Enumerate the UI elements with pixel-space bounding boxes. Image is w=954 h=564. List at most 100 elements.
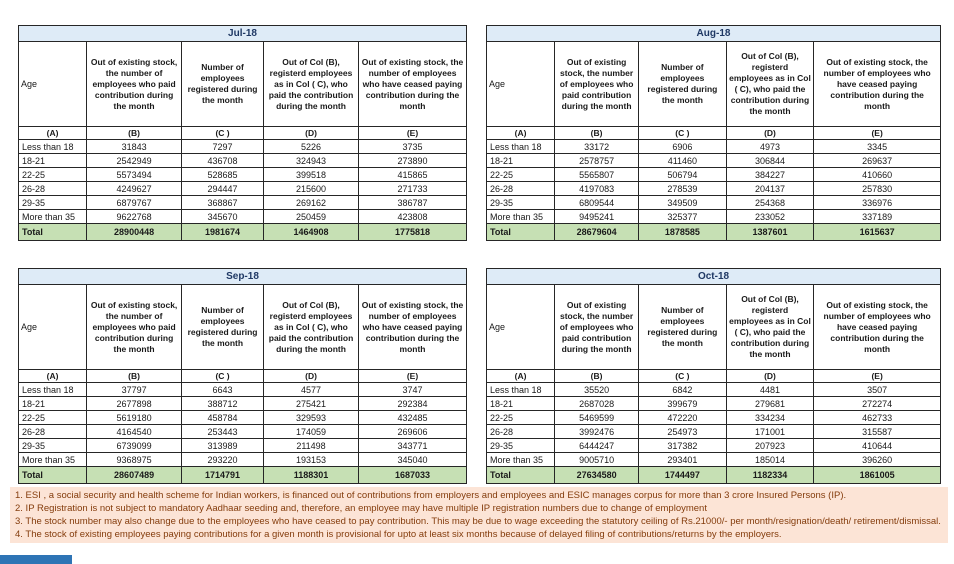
age-cell: Less than 18 xyxy=(485,382,556,397)
column-header-col-d: Out of Col (B), registerd employees as i… xyxy=(725,284,815,370)
bottom-blue-bar xyxy=(0,555,72,564)
value-cell: 292384 xyxy=(358,396,467,411)
column-header-col-e: Out of existing stock, the number of emp… xyxy=(813,41,941,127)
letter-header: (E) xyxy=(358,369,467,383)
age-cell: 26-28 xyxy=(17,181,88,196)
month-table-aug-18: Aug-18 Age Out of existing stock, the num… xyxy=(485,25,941,241)
table-row: 18-21 2687028 399679 279681 272274 xyxy=(485,396,941,411)
value-cell: 2687028 xyxy=(554,396,640,411)
value-cell: 3507 xyxy=(813,382,941,397)
value-cell: 37797 xyxy=(86,382,183,397)
value-cell: 31843 xyxy=(86,139,183,154)
value-cell: 528685 xyxy=(181,167,265,182)
table-row: 29-35 6739099 313989 211498 343771 xyxy=(17,438,467,453)
value-cell: 336976 xyxy=(813,195,941,210)
value-cell: 6906 xyxy=(638,139,727,154)
value-cell: 315587 xyxy=(813,424,941,439)
value-cell: 185014 xyxy=(725,452,815,467)
value-cell: 506794 xyxy=(638,167,727,182)
age-cell: 18-21 xyxy=(485,396,556,411)
footnote: 4. The stock of existing employees payin… xyxy=(15,529,782,540)
table-row: 18-21 2578757 411460 306844 269637 xyxy=(485,153,941,168)
value-cell: 293220 xyxy=(181,452,265,467)
value-cell: 272274 xyxy=(813,396,941,411)
tables-grid: Jul-18 Age Out of existing stock, the num… xyxy=(17,25,941,484)
column-header-col-c: Number of employees registered during th… xyxy=(181,41,265,127)
table-row: 29-35 6444247 317382 207923 410644 xyxy=(485,438,941,453)
age-cell: More than 35 xyxy=(485,452,556,467)
value-cell: 4577 xyxy=(263,382,359,397)
table-row: 26-28 4164540 253443 174059 269606 xyxy=(17,424,467,439)
column-header-col-c: Number of employees registered during th… xyxy=(181,284,265,370)
value-cell: 4249627 xyxy=(86,181,183,196)
value-cell: 399518 xyxy=(263,167,359,182)
value-cell: 3345 xyxy=(813,139,941,154)
value-cell: 33172 xyxy=(554,139,640,154)
table-row: More than 35 9005710 293401 185014 396260 xyxy=(485,452,941,467)
value-cell: 5226 xyxy=(263,139,359,154)
value-cell: 6879767 xyxy=(86,195,183,210)
age-cell: Less than 18 xyxy=(485,139,556,154)
footnote: 2. IP Registration is not subject to man… xyxy=(15,503,707,514)
letter-header: (C ) xyxy=(638,126,727,140)
age-cell: More than 35 xyxy=(17,209,88,224)
table-row: Less than 18 37797 6643 4577 3747 xyxy=(17,382,467,397)
value-cell: 211498 xyxy=(263,438,359,453)
table-row: 18-21 2677898 388712 275421 292384 xyxy=(17,396,467,411)
column-header-col-d: Out of Col (B), registerd employees as i… xyxy=(725,41,815,127)
total-value-cell: 28679604 xyxy=(554,223,640,241)
table-row: 22-25 5565807 506794 384227 410660 xyxy=(485,167,941,182)
value-cell: 275421 xyxy=(263,396,359,411)
value-cell: 3992476 xyxy=(554,424,640,439)
value-cell: 4973 xyxy=(725,139,815,154)
column-header-col-d: Out of Col (B), registerd employees as i… xyxy=(263,284,359,370)
month-title: Aug-18 xyxy=(486,25,941,42)
value-cell: 345670 xyxy=(181,209,265,224)
value-cell: 386787 xyxy=(358,195,467,210)
table-row: Less than 18 33172 6906 4973 3345 xyxy=(485,139,941,154)
total-value-cell: 1775818 xyxy=(358,223,467,241)
value-cell: 306844 xyxy=(725,153,815,168)
value-cell: 207923 xyxy=(725,438,815,453)
letter-header: (B) xyxy=(86,126,183,140)
letter-header-row: (A) (B) (C ) (D) (E) xyxy=(485,126,941,140)
letter-header: (C ) xyxy=(181,126,265,140)
age-cell: 18-21 xyxy=(485,153,556,168)
value-cell: 4164540 xyxy=(86,424,183,439)
value-cell: 436708 xyxy=(181,153,265,168)
age-cell: Less than 18 xyxy=(17,382,88,397)
letter-header: (B) xyxy=(554,369,640,383)
value-cell: 250459 xyxy=(263,209,359,224)
age-cell: 26-28 xyxy=(485,181,556,196)
column-header-col-c: Number of employees registered during th… xyxy=(638,41,727,127)
value-cell: 5619180 xyxy=(86,410,183,425)
total-row: Total 28607489 1714791 1188301 1687033 xyxy=(17,466,467,484)
age-cell: More than 35 xyxy=(485,209,556,224)
letter-header-row: (A) (B) (C ) (D) (E) xyxy=(485,369,941,383)
age-cell: 22-25 xyxy=(17,167,88,182)
value-cell: 368867 xyxy=(181,195,265,210)
value-cell: 2677898 xyxy=(86,396,183,411)
table-row: 26-28 4197083 278539 204137 257830 xyxy=(485,181,941,196)
age-cell: 18-21 xyxy=(17,153,88,168)
age-column-header: Age xyxy=(17,284,88,370)
age-cell: 18-21 xyxy=(17,396,88,411)
age-cell: 22-25 xyxy=(485,410,556,425)
column-header-row: Age Out of existing stock, the number of … xyxy=(17,41,467,127)
value-cell: 423808 xyxy=(358,209,467,224)
total-value-cell: 1182334 xyxy=(725,466,815,484)
age-cell: 29-35 xyxy=(17,438,88,453)
table-row: 22-25 5573494 528685 399518 415865 xyxy=(17,167,467,182)
value-cell: 399679 xyxy=(638,396,727,411)
footnote: 3. The stock number may also change due … xyxy=(15,516,941,527)
letter-header: (E) xyxy=(813,126,941,140)
value-cell: 3735 xyxy=(358,139,467,154)
value-cell: 384227 xyxy=(725,167,815,182)
value-cell: 432485 xyxy=(358,410,467,425)
value-cell: 9495241 xyxy=(554,209,640,224)
table-row: 29-35 6809544 349509 254368 336976 xyxy=(485,195,941,210)
value-cell: 7297 xyxy=(181,139,265,154)
age-column-header: Age xyxy=(17,41,88,127)
letter-header: (C ) xyxy=(181,369,265,383)
value-cell: 345040 xyxy=(358,452,467,467)
